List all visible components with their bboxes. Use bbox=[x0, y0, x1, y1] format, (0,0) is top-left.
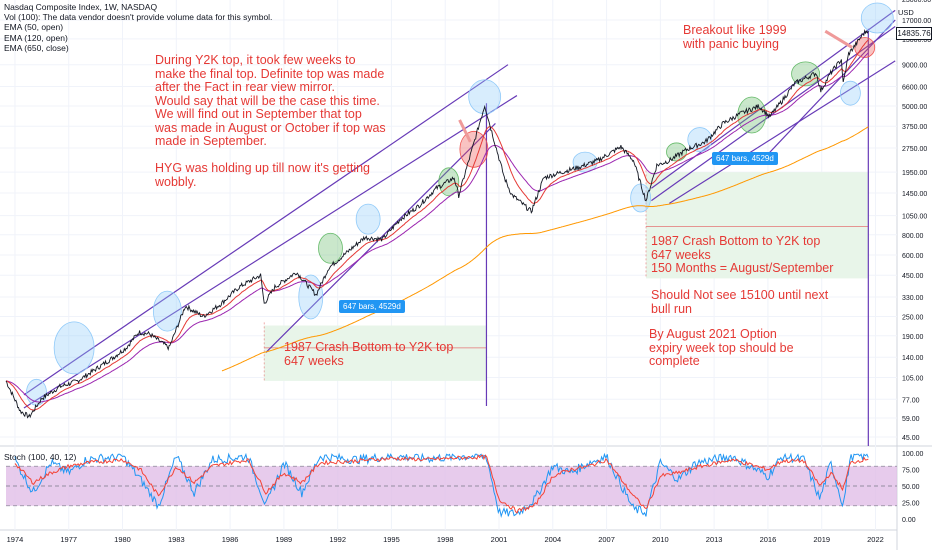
bars-badge-1: 647 bars, 4529d bbox=[339, 300, 405, 313]
highlight-circle-4 bbox=[318, 232, 343, 264]
y-tick-label-17: 140.00 bbox=[902, 355, 924, 362]
y-tick-label-2: 13000.00 bbox=[902, 37, 931, 44]
y-tick-label-12: 600.00 bbox=[902, 253, 924, 260]
stoch-tick-label-3: 25.00 bbox=[902, 501, 920, 508]
x-tick-label-3: 1983 bbox=[168, 535, 185, 544]
stoch-tick-label-0: 100.00 bbox=[902, 451, 924, 458]
channel-line-4 bbox=[651, 26, 896, 202]
y-tick-label-1: 17000.00 bbox=[902, 18, 931, 25]
legend-ema-120: EMA (120, open) bbox=[4, 32, 68, 43]
highlight-circle-17 bbox=[860, 2, 894, 34]
stoch-k-line bbox=[14, 452, 869, 519]
legend-title: Nasdaq Composite Index, 1W, NASDAQ bbox=[4, 2, 158, 12]
highlight-circle-5 bbox=[355, 203, 381, 235]
x-tick-label-12: 2010 bbox=[652, 535, 669, 544]
note-august: By August 2021 Option expiry week top sh… bbox=[649, 327, 794, 368]
channel-line-0 bbox=[23, 64, 509, 396]
chart-legend: Nasdaq Composite Index, 1W, NASDAQ Vol (… bbox=[4, 2, 272, 53]
highlight-circle-15 bbox=[839, 80, 861, 106]
currency-label: USD bbox=[898, 8, 914, 17]
highlight-circle-13 bbox=[737, 96, 767, 134]
note-crash-1987: 1987 Crash Bottom to Y2K top 647 weeks bbox=[284, 340, 454, 368]
arrow-y2k bbox=[458, 119, 472, 143]
x-tick-label-14: 2016 bbox=[760, 535, 777, 544]
arrow-breakout bbox=[824, 29, 853, 49]
y-tick-label-20: 59.00 bbox=[902, 416, 920, 423]
highlight-circle-3 bbox=[298, 274, 324, 320]
stoch-title: Stoch (100, 40, 12) bbox=[4, 452, 77, 462]
highlight-circle-16 bbox=[854, 37, 876, 58]
y-tick-label-5: 5000.00 bbox=[902, 104, 927, 111]
stoch-d-line bbox=[14, 454, 869, 514]
y-tick-label-6: 3750.00 bbox=[902, 124, 927, 131]
y-tick-label-16: 190.00 bbox=[902, 334, 924, 341]
highlight-circle-11 bbox=[666, 142, 687, 162]
ema-650-line bbox=[221, 126, 869, 372]
y-tick-label-11: 800.00 bbox=[902, 233, 924, 240]
highlight-circle-1 bbox=[53, 321, 95, 375]
note-not-see: Should Not see 15100 until next bull run bbox=[651, 288, 829, 316]
y-tick-label-14: 330.00 bbox=[902, 295, 924, 302]
y-tick-label-19: 77.00 bbox=[902, 397, 920, 404]
y-tick-label-7: 2750.00 bbox=[902, 146, 927, 153]
channel-line-1 bbox=[23, 95, 518, 409]
price-line bbox=[5, 29, 869, 419]
legend-ema-50: EMA (50, open) bbox=[4, 22, 64, 33]
legend-vol: Vol (100): The data vendor doesn't provi… bbox=[4, 12, 273, 23]
channel-line-3 bbox=[651, 9, 896, 189]
x-tick-label-9: 2001 bbox=[491, 535, 508, 544]
highlight-circle-8 bbox=[468, 79, 502, 115]
y-tick-label-18: 105.00 bbox=[902, 375, 924, 382]
stoch-tick-label-4: 0.00 bbox=[902, 517, 916, 524]
x-tick-label-8: 1998 bbox=[437, 535, 454, 544]
highlight-circle-2 bbox=[152, 290, 182, 332]
legend-ema-650: EMA (650, close) bbox=[4, 42, 69, 53]
ema-50-line bbox=[5, 39, 869, 411]
x-tick-label-10: 2004 bbox=[544, 535, 561, 544]
bars-badge-2: 647 bars, 4529d bbox=[712, 152, 778, 165]
stoch-tick-label-2: 50.00 bbox=[902, 484, 920, 491]
x-tick-label-6: 1992 bbox=[329, 535, 346, 544]
highlight-circle-10 bbox=[630, 183, 652, 213]
channel-line-6 bbox=[758, 19, 896, 165]
range-box-2009 bbox=[646, 172, 869, 279]
y-tick-label-3: 9000.00 bbox=[902, 63, 927, 70]
note-crash-2020: 1987 Crash Bottom to Y2K top 647 weeks 1… bbox=[651, 234, 834, 275]
x-tick-label-5: 1989 bbox=[276, 535, 293, 544]
y-tick-label-0: 23000.00 bbox=[902, 0, 931, 4]
note-breakout: Breakout like 1999 with panic buying bbox=[683, 23, 787, 51]
x-tick-label-13: 2013 bbox=[706, 535, 723, 544]
y-tick-label-13: 450.00 bbox=[902, 273, 924, 280]
note-y2k: During Y2K top, it took few weeks to mak… bbox=[155, 53, 386, 189]
range-box-1987 bbox=[264, 325, 487, 381]
x-tick-label-15: 2019 bbox=[813, 535, 830, 544]
y-tick-label-10: 1050.00 bbox=[902, 214, 927, 221]
y-tick-label-9: 1450.00 bbox=[902, 191, 927, 198]
y-tick-label-4: 6600.00 bbox=[902, 84, 927, 91]
ema-120-line bbox=[5, 52, 869, 403]
stoch-tick-label-1: 75.00 bbox=[902, 468, 920, 475]
x-tick-label-1: 1977 bbox=[60, 535, 77, 544]
x-tick-label-11: 2007 bbox=[598, 535, 615, 544]
x-tick-label-4: 1986 bbox=[222, 535, 239, 544]
y-tick-label-15: 250.00 bbox=[902, 315, 924, 322]
x-tick-label-2: 1980 bbox=[114, 535, 131, 544]
x-tick-label-16: 2022 bbox=[867, 535, 884, 544]
y-tick-label-8: 1950.00 bbox=[902, 170, 927, 177]
last-price-tag: 14835.76 bbox=[896, 27, 932, 40]
x-tick-label-7: 1995 bbox=[383, 535, 400, 544]
y-tick-label-21: 45.00 bbox=[902, 435, 920, 442]
x-tick-label-0: 1974 bbox=[7, 535, 24, 544]
